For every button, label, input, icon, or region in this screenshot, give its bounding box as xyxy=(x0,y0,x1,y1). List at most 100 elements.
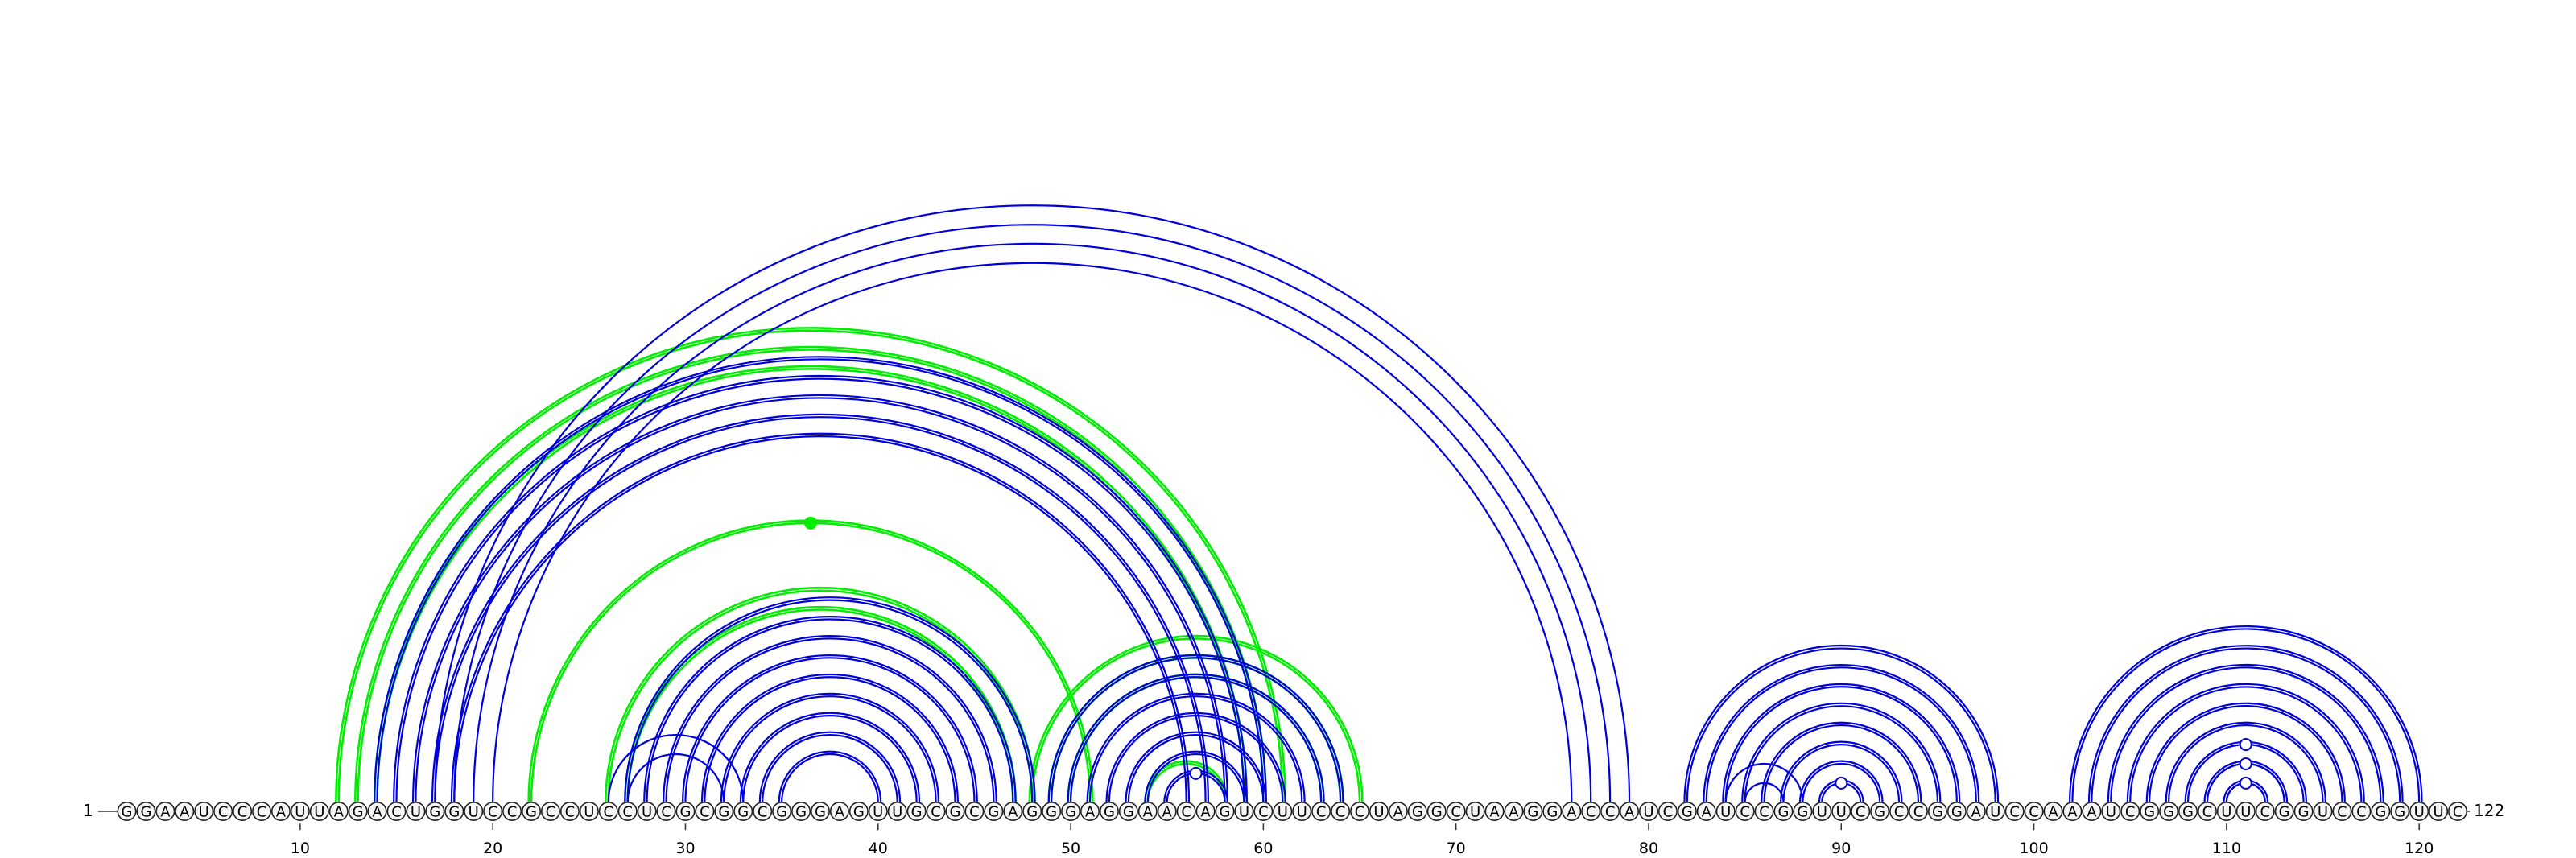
nucleotide: G xyxy=(2371,801,2391,821)
nucleotide-letter: U xyxy=(1990,804,2000,821)
nucleotide: C xyxy=(656,801,676,821)
nucleotide-circle xyxy=(984,801,1004,821)
nucleotide: G xyxy=(791,801,811,821)
nucleotide: G xyxy=(906,801,927,821)
blue-base-pair-arc-outline xyxy=(682,654,978,802)
nucleotide: U xyxy=(309,801,329,821)
green-base-pair-arc-outline xyxy=(605,586,1036,802)
nucleotide: U xyxy=(2216,801,2236,821)
nucleotide-letter: C xyxy=(603,804,613,821)
position-axis: 10 20 30 40 50 60 70 80 90 100 110 120 xyxy=(291,823,2434,857)
nucleotide-letter: A xyxy=(1200,804,1211,821)
nucleotide-letter: U xyxy=(2221,804,2231,821)
nucleotide: C xyxy=(483,801,503,821)
nucleotide: U xyxy=(1234,801,1254,821)
nucleotide-circle xyxy=(579,801,599,821)
nucleotide-letter: G xyxy=(1682,804,1693,821)
nucleotide-letter: C xyxy=(1913,804,1924,821)
nucleotide-letter: G xyxy=(718,804,729,821)
nucleotide: A xyxy=(1080,801,1100,821)
nucleotide-circle xyxy=(1870,801,1890,821)
nucleotide: A xyxy=(829,801,849,821)
blue-base-pair-arc-outline xyxy=(393,374,1248,802)
nucleotide: C xyxy=(1253,801,1274,821)
nucleotide: U xyxy=(1273,801,1293,821)
nucleotide-letter: A xyxy=(1489,804,1500,821)
nucleotide-circle xyxy=(194,801,214,821)
nucleotide-circle xyxy=(386,801,407,821)
axis-tick-label: 60 xyxy=(1253,839,1273,857)
nucleotide-circle xyxy=(1465,801,1485,821)
nucleotide: C xyxy=(1581,801,1601,821)
nucleotide-circle xyxy=(2024,801,2044,821)
nucleotide-circle xyxy=(464,801,484,821)
nucleotide-circle xyxy=(444,801,464,821)
nucleotide: G xyxy=(1946,801,1967,821)
nucleotide-circle xyxy=(598,801,618,821)
nucleotide: A xyxy=(2043,801,2063,821)
nucleotide-circle xyxy=(522,801,542,821)
blue-base-pair-arc xyxy=(473,242,1592,802)
nucleotide-letter: G xyxy=(1431,804,1443,821)
nucleotide: C xyxy=(1600,801,1620,821)
nucleotide-letter: A xyxy=(1567,804,1577,821)
nucleotide: G xyxy=(522,801,542,821)
nucleotide: G xyxy=(2140,801,2160,821)
nucleotide-letter: A xyxy=(180,804,190,821)
axis-tick-label: 80 xyxy=(1639,839,1658,857)
blue-base-pair-arc-outline xyxy=(778,750,882,802)
nucleotide-letter: U xyxy=(1470,804,1480,821)
blue-base-pair-arc xyxy=(492,262,1573,802)
nucleotide: C xyxy=(753,801,773,821)
blue-base-pair-arc xyxy=(2091,647,2401,802)
nucleotide-letter: C xyxy=(2009,804,2020,821)
nucleotide: U xyxy=(2429,801,2449,821)
nucleotide-circle xyxy=(1696,801,1716,821)
nucleotide-letter: C xyxy=(2356,804,2367,821)
blue-base-pair-arc-outline xyxy=(1086,692,1306,802)
green-base-pair-arc-outline xyxy=(624,605,1017,802)
nucleotide-letter: G xyxy=(1104,804,1115,821)
nucleotide: C xyxy=(252,801,272,821)
axis-tick-label: 30 xyxy=(675,839,695,857)
nucleotide: C xyxy=(2024,801,2044,821)
nucleotide-letter: G xyxy=(1874,804,1885,821)
nucleotide-letter: A xyxy=(1143,804,1154,821)
nucleotide-letter: G xyxy=(353,804,364,821)
nucleotide: U xyxy=(406,801,426,821)
nucleotide-letter: U xyxy=(314,804,324,821)
blue-base-pair-arc-outline xyxy=(1067,673,1325,802)
blue-base-pair-arc-outline xyxy=(450,432,1191,802)
nucleotide: G xyxy=(425,801,445,821)
nucleotide: G xyxy=(1523,801,1543,821)
nucleotide-circle xyxy=(1851,801,1871,821)
nucleotide-circle xyxy=(829,801,849,821)
nucleotide: U xyxy=(464,801,484,821)
nucleotide-letter: G xyxy=(2182,804,2194,821)
nucleotide-circle xyxy=(309,801,329,821)
nucleotide-letter: G xyxy=(1951,804,1963,821)
nucleotide-circle xyxy=(1484,801,1505,821)
nucleotide-letter: C xyxy=(1258,804,1269,821)
nucleotide: A xyxy=(1696,801,1716,821)
nucleotide: C xyxy=(617,801,638,821)
blue-base-pair-arc-outline xyxy=(412,394,1228,802)
nucleotide: G xyxy=(848,801,869,821)
nucleotide-letter: A xyxy=(160,804,171,821)
axis-tick-label: 110 xyxy=(2212,839,2241,857)
nucleotide: A xyxy=(155,801,175,821)
nucleotide-circle xyxy=(2293,801,2314,821)
nucleotide-letter: C xyxy=(1335,804,1346,821)
nucleotide-circle xyxy=(2371,801,2391,821)
nucleotide-circle xyxy=(714,801,734,821)
arc-apex-marker xyxy=(1835,776,1848,790)
nucleotide-circle xyxy=(502,801,522,821)
nucleotide-letter: C xyxy=(1181,804,1191,821)
nucleotide-circle xyxy=(252,801,272,821)
nucleotide-letter: A xyxy=(276,804,287,821)
nucleotide: A xyxy=(1157,801,1177,821)
green-base-pair-arc-outline xyxy=(354,345,1268,802)
blue-base-pair-arc xyxy=(1744,782,1785,802)
nucleotide-circle xyxy=(367,801,387,821)
nucleotide-letter: C xyxy=(622,804,633,821)
